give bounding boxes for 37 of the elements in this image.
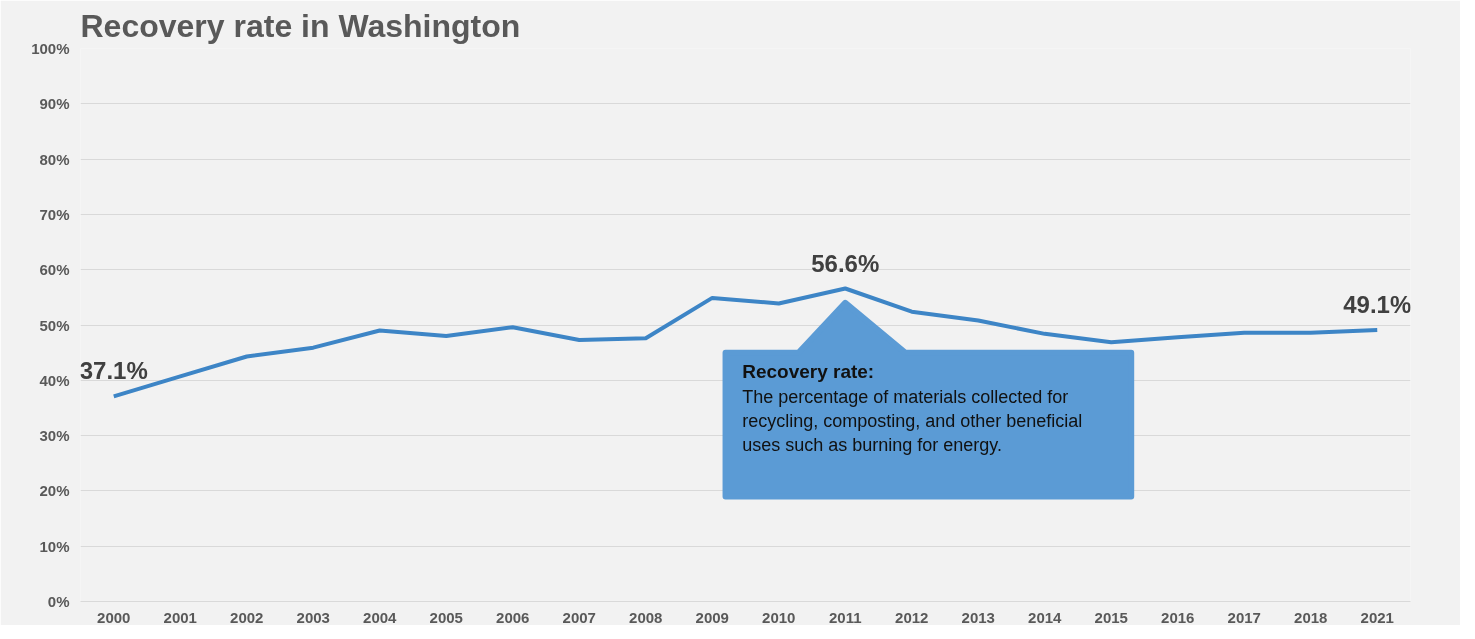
data-label: 37.1% [79, 357, 148, 385]
x-tick-label: 2021 [1360, 608, 1394, 626]
x-tick-label: 2005 [429, 608, 463, 626]
x-tick-label: 2006 [496, 608, 530, 626]
annotation: Recovery rate: [742, 360, 875, 382]
x-tick-label: 2017 [1227, 608, 1261, 626]
x-tick-label: 2010 [762, 608, 796, 626]
x-tick-label: 2011 [828, 608, 862, 626]
data-label: 49.1% [1343, 290, 1412, 318]
x-tick-label: 2000 [97, 608, 131, 626]
x-tick-label: 2004 [363, 608, 398, 626]
y-tick-label: 10% [39, 537, 70, 555]
x-tick-label: 2015 [1094, 608, 1128, 626]
x-tick-label: 2012 [895, 608, 929, 626]
y-tick-label: 0% [47, 593, 70, 610]
chart-title: Recovery rate in Washington [80, 7, 521, 44]
y-tick-label: 90% [39, 95, 70, 113]
y-tick-label: 20% [39, 482, 70, 500]
y-tick-label: 100% [31, 40, 70, 57]
x-tick-label: 2008 [629, 608, 663, 626]
y-tick-label: 70% [39, 205, 70, 223]
data-label: 56.6% [811, 249, 880, 277]
annotation: The percentage of materials collected for recycling, composting, and other beneficial uses such as burning for energy. [742, 386, 1083, 455]
x-tick-label: 2003 [296, 608, 330, 626]
y-tick-label: 30% [39, 427, 70, 445]
y-tick-label: 40% [39, 371, 70, 389]
x-tick-label: 2013 [961, 608, 995, 626]
x-tick-label: 2014 [1028, 608, 1063, 626]
x-tick-label: 2009 [695, 608, 729, 626]
y-tick-label: 80% [39, 150, 70, 168]
y-tick-label: 60% [39, 261, 70, 279]
x-tick-label: 2018 [1294, 608, 1328, 626]
x-tick-label: 2007 [562, 608, 596, 626]
y-tick-label: 50% [39, 316, 70, 334]
x-tick-label: 2001 [163, 608, 197, 626]
x-tick-label: 2016 [1161, 608, 1195, 626]
x-tick-label: 2002 [230, 608, 264, 626]
